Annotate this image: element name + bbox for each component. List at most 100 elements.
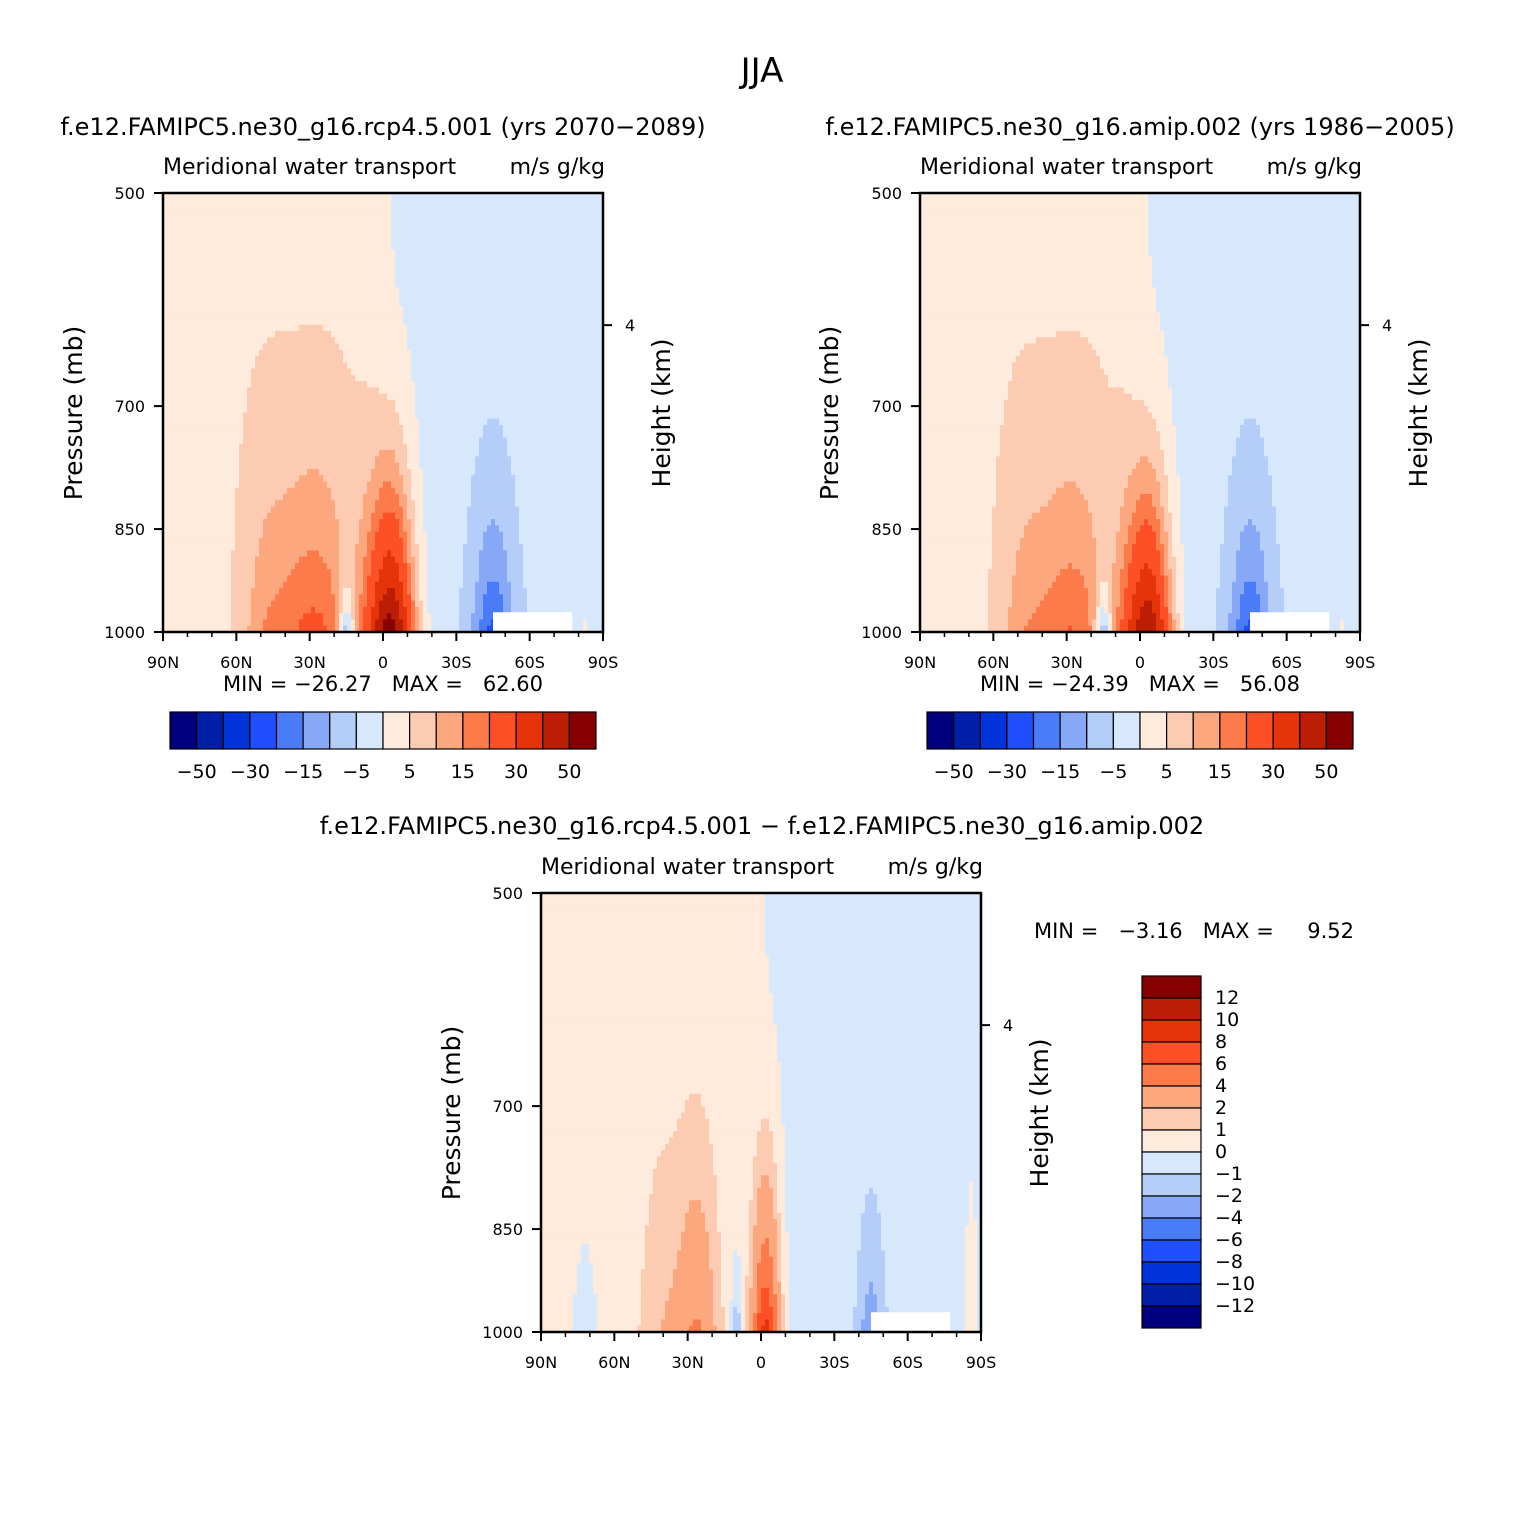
contour-cell [507, 369, 512, 376]
contour-cell [363, 469, 368, 476]
contour-cell [267, 419, 272, 426]
contour-cell [467, 275, 472, 282]
contour-cell [559, 337, 564, 344]
contour-cell [435, 463, 440, 470]
contour-cell [291, 456, 296, 463]
contour-cell [215, 306, 220, 313]
contour-cell [303, 350, 308, 357]
contour-cell [563, 337, 568, 344]
contour-cell [395, 456, 400, 463]
contour-cell [243, 287, 248, 294]
contour-cell [307, 469, 312, 476]
contour-cell [195, 425, 200, 432]
contour-cell [579, 325, 584, 332]
contour-cell [211, 450, 216, 457]
contour-cell [463, 406, 468, 413]
contour-cell [319, 199, 324, 206]
contour-cell [551, 231, 556, 238]
contour-cell [423, 463, 428, 470]
contour-cell [463, 237, 468, 244]
contour-cell [419, 469, 424, 476]
contour-cell [255, 425, 260, 432]
contour-cell [387, 212, 392, 219]
contour-cell [383, 212, 388, 219]
contour-cell [583, 413, 588, 420]
contour-cell [215, 256, 220, 263]
contour-cell [351, 287, 356, 294]
contour-cell [415, 337, 420, 344]
contour-cell [375, 469, 380, 476]
contour-cell [367, 237, 372, 244]
contour-cell [255, 206, 260, 213]
contour-cell [591, 206, 596, 213]
contour-cell [223, 212, 228, 219]
contour-cell [403, 413, 408, 420]
contour-cell [319, 212, 324, 219]
contour-cell [459, 394, 464, 401]
contour-cell [295, 375, 300, 382]
contour-cell [527, 300, 532, 307]
contour-cell [295, 268, 300, 275]
contour-cell [487, 356, 492, 363]
contour-cell [239, 381, 244, 388]
contour-cell [527, 431, 532, 438]
contour-cell [219, 325, 224, 332]
contour-cell [355, 256, 360, 263]
contour-cell [335, 444, 340, 451]
contour-cell [551, 224, 556, 231]
contour-cell [355, 231, 360, 238]
contour-cell [211, 206, 216, 213]
contour-cell [455, 281, 460, 288]
contour-cell [175, 325, 180, 332]
contour-cell [403, 218, 408, 225]
contour-cell [399, 450, 404, 457]
contour-cell [399, 268, 404, 275]
contour-cell [179, 425, 184, 432]
contour-cell [355, 281, 360, 288]
contour-cell [447, 231, 452, 238]
contour-cell [383, 463, 388, 470]
contour-cell [231, 262, 236, 269]
contour-cell [239, 325, 244, 332]
contour-cell [251, 281, 256, 288]
contour-cell [187, 400, 192, 407]
contour-cell [363, 300, 368, 307]
contour-cell [467, 325, 472, 332]
contour-cell [331, 318, 336, 325]
contour-cell [231, 406, 236, 413]
contour-cell [459, 369, 464, 376]
contour-cell [463, 337, 468, 344]
contour-cell [231, 381, 236, 388]
contour-cell [227, 425, 232, 432]
contour-cell [283, 268, 288, 275]
contour-cell [523, 362, 528, 369]
contour-cell [531, 337, 536, 344]
contour-cell [323, 331, 328, 338]
contour-cell [507, 275, 512, 282]
contour-cell [551, 450, 556, 457]
contour-cell [187, 206, 192, 213]
contour-cell [315, 475, 320, 482]
contour-cell [463, 413, 468, 420]
contour-cell [251, 356, 256, 363]
contour-cell [219, 406, 224, 413]
contour-cell [315, 456, 320, 463]
contour-cell [311, 438, 316, 445]
contour-cell [471, 438, 476, 445]
contour-cell [315, 312, 320, 319]
contour-cell [483, 431, 488, 438]
contour-cell [355, 425, 360, 432]
contour-cell [555, 300, 560, 307]
contour-cell [523, 425, 528, 432]
contour-cell [247, 312, 252, 319]
contour-cell [303, 275, 308, 282]
contour-cell [447, 438, 452, 445]
contour-cell [543, 312, 548, 319]
contour-cell [227, 293, 232, 300]
contour-cell [283, 369, 288, 376]
contour-cell [379, 249, 384, 256]
contour-cell [171, 362, 176, 369]
contour-cell [295, 249, 300, 256]
contour-cell [451, 306, 456, 313]
contour-cell [411, 350, 416, 357]
